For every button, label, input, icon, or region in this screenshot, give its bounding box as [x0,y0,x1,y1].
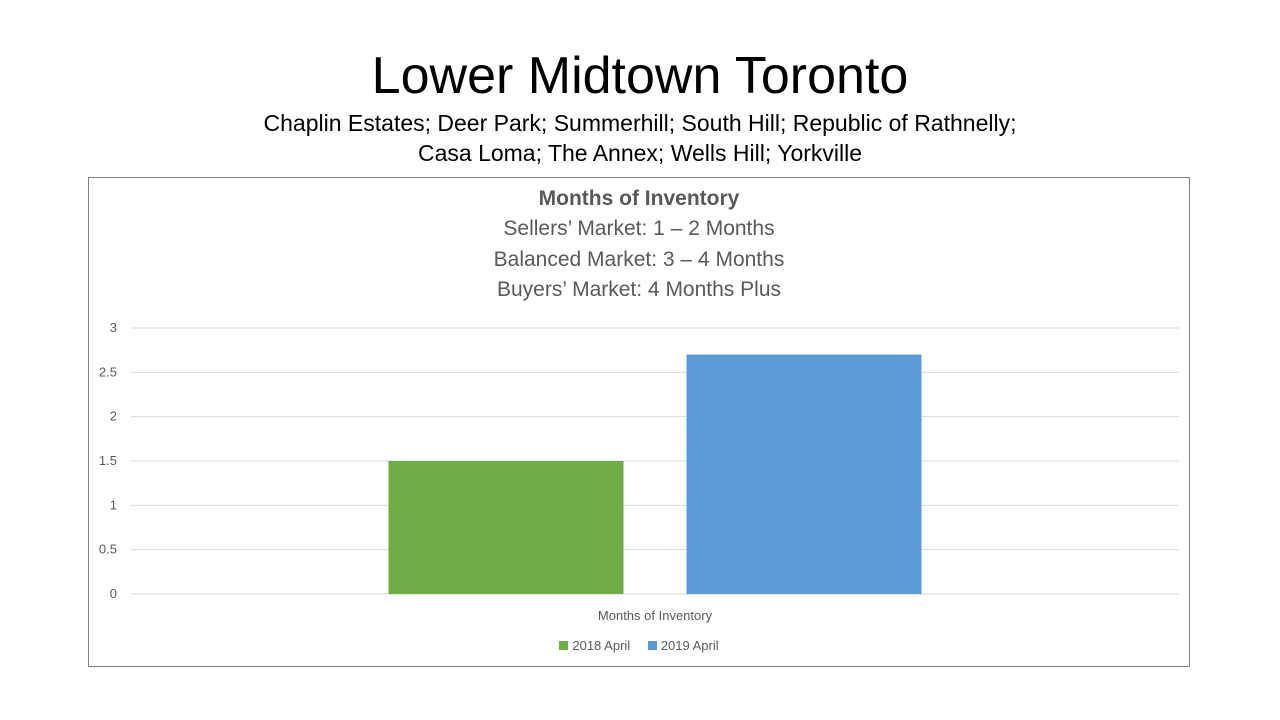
chart-title-block: Months of Inventory Sellers’ Market: 1 –… [89,184,1189,306]
y-tick-label: 2 [110,409,117,424]
y-tick-label: 3 [110,320,117,335]
legend-label-2018: 2018 April [572,638,631,653]
x-category-label: Months of Inventory [598,608,713,623]
plot-svg: 0 0.5 1 1.5 2 2.5 3 Months of Inventory [99,320,1179,623]
y-tick-label: 0.5 [99,542,117,557]
chart-title: Months of Inventory [538,187,740,210]
legend-swatch-2019 [647,641,657,650]
subtitle-line-1: Chaplin Estates; Deer Park; Summerhill; … [263,110,1017,136]
y-tick-label: 1.5 [99,453,117,468]
bar-2019-april [686,354,922,594]
chart-title-line-buyers: Buyers’ Market: 4 Months Plus [497,278,781,301]
chart-title-line-sellers: Sellers’ Market: 1 – 2 Months [503,217,775,240]
subtitle-line-2: Casa Loma; The Annex; Wells Hill; Yorkvi… [417,140,863,166]
y-tick-label: 0 [110,586,117,601]
bar-2018-april [388,461,624,594]
chart-area: Months of Inventory Sellers’ Market: 1 –… [88,177,1190,667]
slide-title: Lower Midtown Toronto [371,47,909,105]
chart-title-line-balanced: Balanced Market: 3 – 4 Months [493,247,785,271]
legend-label-2019: 2019 April [660,638,719,653]
legend-swatch-2018 [559,641,569,650]
y-tick-label: 1 [110,497,117,512]
legend-item-2019: 2019 April [647,638,719,653]
legend-item-2018: 2018 April [559,638,630,653]
slide-subtitle: Chaplin Estates; Deer Park; Summerhill; … [0,108,1280,168]
chart-legend: 2018 April 2019 April [89,638,1189,653]
y-tick-label: 2.5 [99,364,117,379]
